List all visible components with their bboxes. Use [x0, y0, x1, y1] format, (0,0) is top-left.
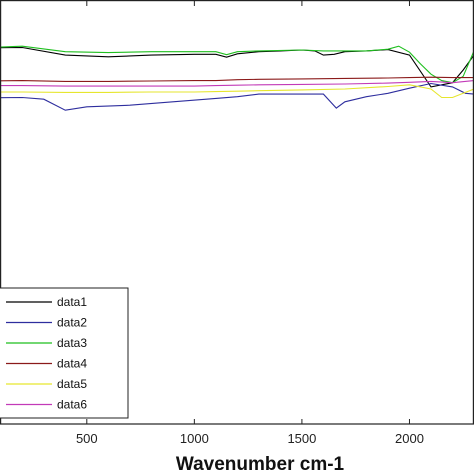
plot-series-group [0, 45, 474, 111]
legend-box [0, 287, 129, 419]
legend-label-data5: data5 [57, 377, 87, 391]
series-line-data4 [0, 76, 474, 82]
x-axis-title: Wavenumber cm-1 [176, 454, 345, 474]
x-tick-label: 2000 [395, 431, 424, 446]
x-tick-label: 1000 [180, 431, 209, 446]
legend-label-data6: data6 [57, 398, 87, 412]
x-tick-label: 500 [76, 431, 98, 446]
series-line-data2 [0, 82, 474, 111]
series-line-data3 [0, 45, 474, 84]
legend-label-data3: data3 [57, 336, 87, 350]
legend-label-data4: data4 [57, 357, 87, 371]
x-tick-label: 1500 [287, 431, 316, 446]
legend: data1 data2 data3 data4 data5 data6 [0, 287, 129, 419]
legend-label-data2: data2 [57, 316, 87, 330]
series-line-data6 [0, 80, 474, 87]
axes-frame [0, 0, 474, 425]
series-line-data5 [0, 84, 474, 99]
x-axis-ticks: 500 1000 1500 2000 [76, 1, 424, 446]
legend-label-data1: data1 [57, 295, 87, 309]
